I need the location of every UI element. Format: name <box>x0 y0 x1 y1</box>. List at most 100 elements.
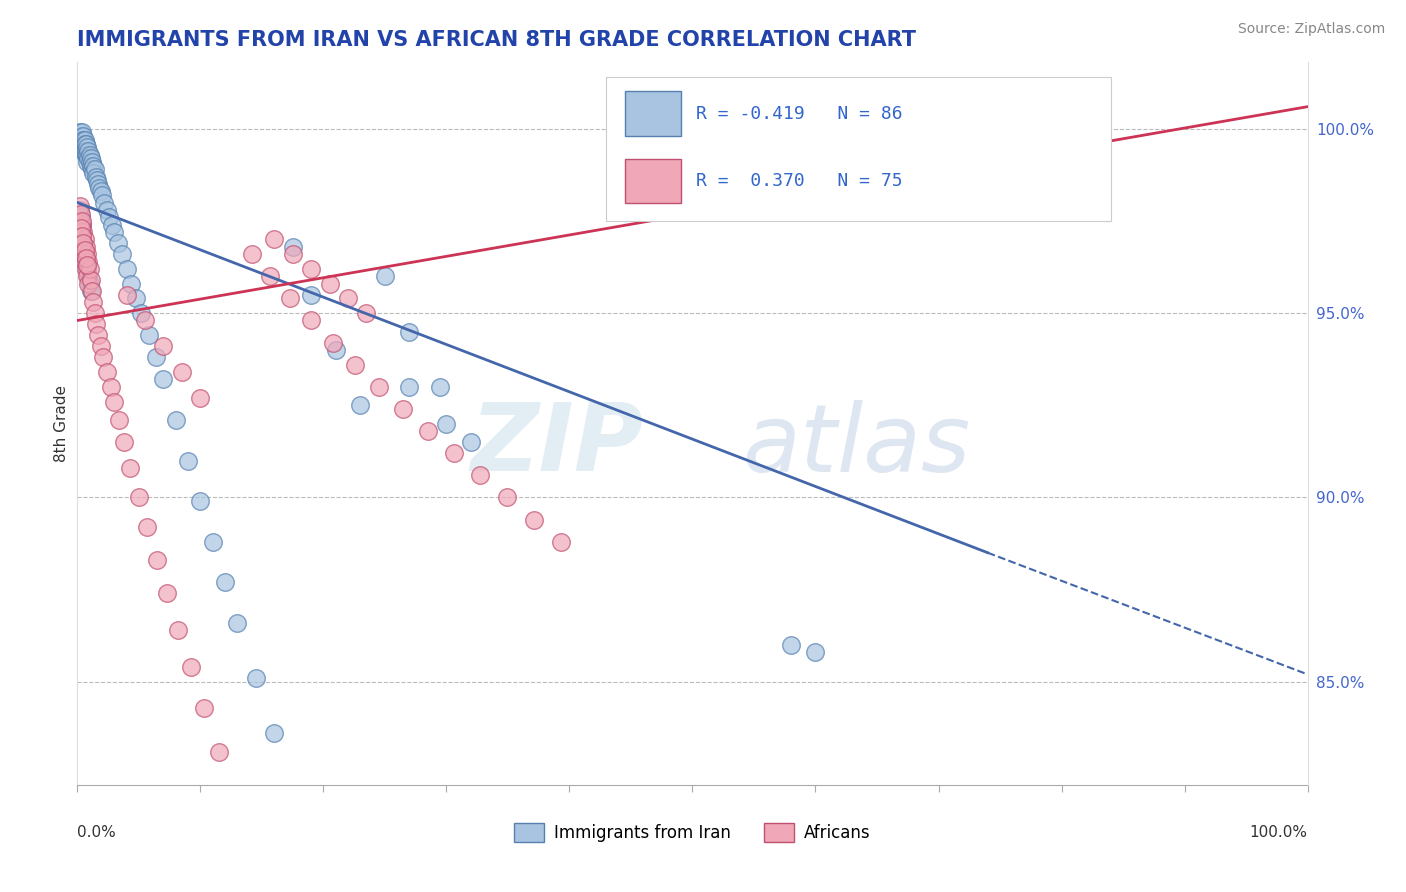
Text: ZIP: ZIP <box>471 400 644 491</box>
Point <box>101 218 124 232</box>
Point <box>188 494 212 508</box>
Point <box>259 269 281 284</box>
Point <box>93 195 115 210</box>
Point <box>70 206 93 220</box>
Point <box>79 147 101 161</box>
Point <box>299 287 322 301</box>
Point <box>193 700 215 714</box>
Point <box>495 491 517 505</box>
Point <box>152 372 174 386</box>
Point <box>90 339 112 353</box>
Point <box>443 446 465 460</box>
Point <box>75 144 97 158</box>
Point <box>121 277 143 291</box>
Text: R = -0.419   N = 86: R = -0.419 N = 86 <box>696 104 903 123</box>
Point <box>70 228 93 243</box>
Text: atlas: atlas <box>742 400 970 491</box>
Point <box>337 291 360 305</box>
Point <box>75 147 97 161</box>
Point <box>70 240 93 254</box>
Point <box>72 236 94 251</box>
Point <box>77 277 100 291</box>
Point <box>125 291 148 305</box>
Point <box>70 221 93 235</box>
Point <box>322 335 344 350</box>
Point <box>82 162 104 177</box>
Point <box>75 254 97 268</box>
Point <box>392 401 415 416</box>
Point <box>180 660 202 674</box>
Point <box>70 218 93 232</box>
Point <box>79 261 101 276</box>
Point <box>72 144 94 158</box>
Point <box>90 185 112 199</box>
Point <box>77 269 100 284</box>
Point <box>70 126 93 140</box>
Point <box>73 232 96 246</box>
Point <box>152 339 174 353</box>
Point <box>374 269 396 284</box>
Point <box>69 214 91 228</box>
Text: Source: ZipAtlas.com: Source: ZipAtlas.com <box>1237 22 1385 37</box>
Point <box>136 520 159 534</box>
Point <box>263 232 285 246</box>
Text: 0.0%: 0.0% <box>77 825 117 839</box>
Point <box>398 380 420 394</box>
Point <box>70 214 93 228</box>
Point <box>70 228 93 243</box>
Point <box>349 398 371 412</box>
Point <box>76 247 98 261</box>
Y-axis label: 8th Grade: 8th Grade <box>53 385 69 462</box>
Point <box>468 468 491 483</box>
Point <box>226 615 249 630</box>
Point <box>245 671 267 685</box>
Point <box>550 534 572 549</box>
Point <box>82 295 104 310</box>
Point <box>73 247 96 261</box>
Point <box>70 218 93 232</box>
Point <box>73 254 96 268</box>
Point <box>120 461 142 475</box>
Point <box>70 225 93 239</box>
Point <box>83 306 105 320</box>
Point <box>72 247 94 261</box>
Point <box>115 261 138 276</box>
Point <box>138 328 160 343</box>
Point <box>263 726 285 740</box>
Point <box>75 261 97 276</box>
Point <box>344 358 367 372</box>
Point <box>70 211 93 225</box>
Point <box>111 247 132 261</box>
Point <box>91 351 114 365</box>
Point <box>69 199 91 213</box>
Point <box>70 133 93 147</box>
Point <box>177 453 200 467</box>
Point <box>73 244 96 258</box>
Point <box>224 789 246 803</box>
Point <box>356 306 378 320</box>
Point <box>70 136 93 151</box>
Point <box>70 221 93 235</box>
Point <box>80 284 103 298</box>
Point <box>96 202 118 217</box>
Point <box>73 136 96 151</box>
Point <box>281 247 304 261</box>
Point <box>70 221 93 235</box>
Point <box>80 159 103 173</box>
Point <box>80 273 103 287</box>
Point <box>77 151 100 165</box>
Point <box>69 202 91 217</box>
Point <box>70 236 93 251</box>
Point <box>278 291 301 305</box>
Point <box>80 151 103 165</box>
FancyBboxPatch shape <box>624 159 682 203</box>
Point <box>416 424 439 438</box>
Point <box>460 435 482 450</box>
Point <box>201 534 224 549</box>
Point <box>70 129 93 144</box>
Point <box>87 177 110 191</box>
Point <box>72 225 94 239</box>
Point <box>72 129 94 144</box>
Point <box>76 258 98 272</box>
Point <box>72 240 94 254</box>
